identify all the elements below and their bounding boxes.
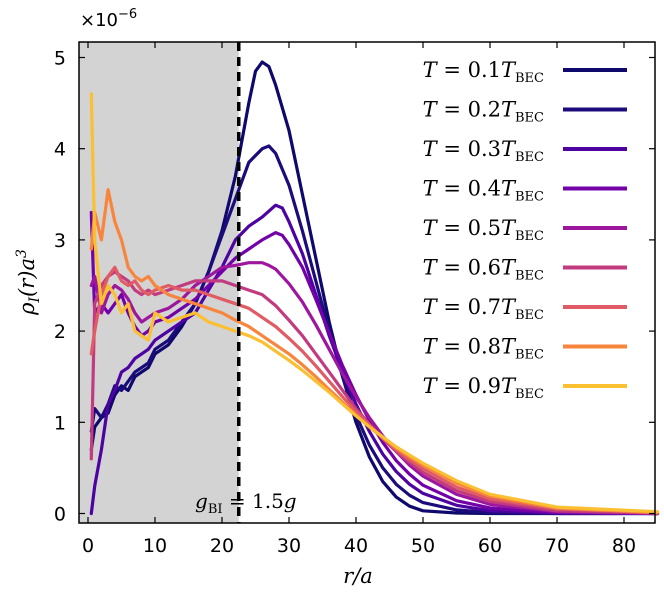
x-tick-label: 30 [277, 535, 301, 557]
x-tick-label: 0 [82, 535, 94, 557]
series-line-1 [89, 60, 660, 516]
x-tick-label: 60 [478, 535, 502, 557]
series-line-6 [89, 270, 660, 515]
plot-frame [78, 41, 656, 524]
series-line-9 [89, 92, 660, 514]
legend-label-4: T = 0.4TBEC [423, 177, 544, 205]
y-multiplier: ×10−6 [80, 7, 137, 31]
x-tick-label: 50 [411, 535, 435, 557]
x-tick-label: 40 [344, 535, 368, 557]
y-tick-label: 0 [54, 504, 66, 526]
series-line-2 [89, 144, 660, 516]
y-tick-label: 4 [54, 139, 66, 161]
legend-label-5: T = 0.5TBEC [423, 216, 544, 244]
y-tick-label: 3 [54, 230, 66, 252]
series-line-4 [89, 210, 660, 516]
legend: T = 0.1TBEC T = 0.2TBEC T = 0.3TBEC T = 0.4… [423, 58, 627, 402]
y-tick-label: 2 [54, 321, 66, 343]
legend-label-1: T = 0.1TBEC [423, 58, 544, 86]
x-tick-label: 80 [612, 535, 636, 557]
legend-label-3: T = 0.3TBEC [423, 137, 544, 165]
legend-label-7: T = 0.7TBEC [423, 295, 544, 323]
coupling-annotation: gBI = 1.5g [195, 489, 297, 517]
legend-label-2: T = 0.2TBEC [423, 98, 544, 126]
x-tick-label: 10 [143, 535, 167, 557]
x-tick-label: 70 [545, 535, 569, 557]
series-line-7 [89, 265, 660, 515]
x-tick-label: 20 [210, 535, 234, 557]
x-axis-label: r/a [343, 564, 373, 588]
legend-label-8: T = 0.8TBEC [423, 335, 544, 363]
series-lines-layer [89, 60, 660, 516]
legend-label-9: T = 0.9TBEC [423, 374, 544, 402]
ticks-layer: 0 10 20 30 40 50 60 70 80 0 1 2 3 4 5 [54, 42, 655, 557]
y-axis-label: ρI(r)a3 [14, 249, 43, 316]
y-tick-label: 5 [54, 48, 66, 70]
y-tick-label: 1 [54, 412, 66, 434]
legend-label-6: T = 0.6TBEC [423, 256, 544, 284]
series-line-3 [89, 203, 660, 516]
